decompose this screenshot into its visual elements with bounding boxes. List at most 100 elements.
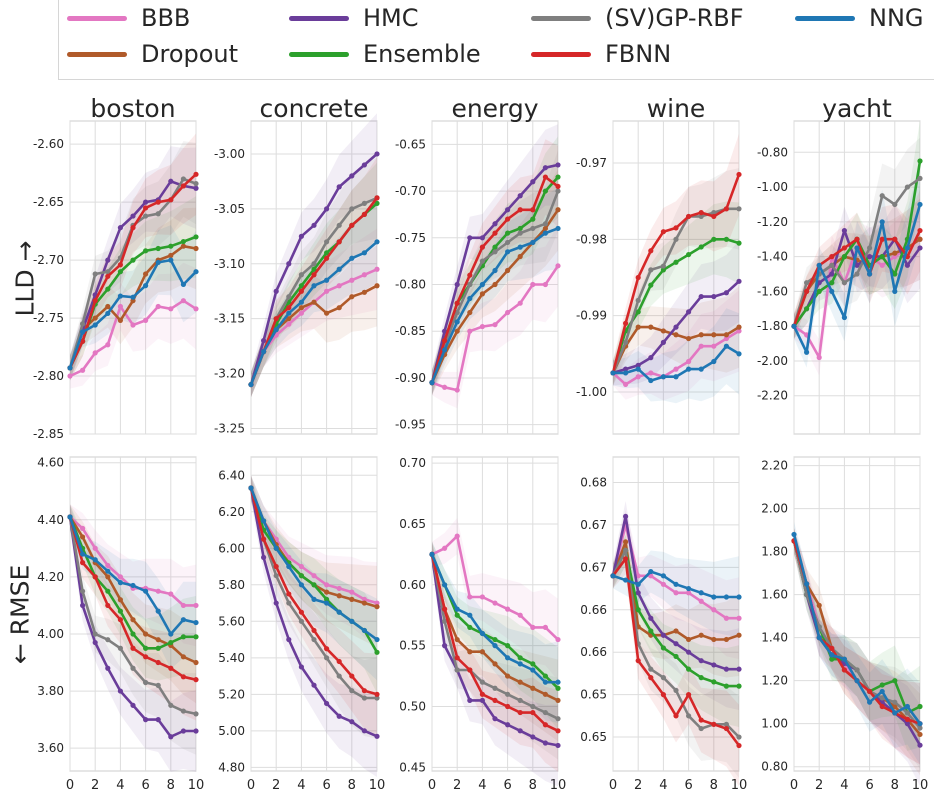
point-nng (349, 255, 355, 261)
point-dropout (117, 317, 123, 323)
point-ensemble (723, 683, 730, 689)
point-hmc (336, 713, 342, 719)
point-svgprbf (736, 206, 742, 212)
point-bbb (505, 606, 511, 612)
point-nng (917, 201, 923, 208)
point-nng (298, 582, 304, 588)
point-svgprbf (336, 673, 342, 679)
y-tick-label: -3.20 (214, 367, 245, 381)
point-svgprbf (635, 297, 641, 304)
point-nng (324, 277, 330, 283)
point-nng (273, 545, 279, 551)
point-nng (155, 259, 161, 266)
point-hmc (361, 728, 367, 734)
point-nng (854, 245, 860, 251)
point-bbb (454, 533, 460, 539)
band-fbnn (432, 139, 558, 396)
band-bbb (251, 475, 377, 644)
band-hmc (70, 146, 196, 381)
band-ensemble (251, 162, 377, 398)
point-ensemble (673, 259, 679, 265)
point-fbnn (336, 239, 342, 245)
point-dropout (555, 207, 561, 213)
point-bbb (542, 624, 549, 630)
point-hmc (660, 339, 667, 345)
point-ensemble (143, 645, 149, 651)
point-fbnn (105, 602, 111, 609)
point-svgprbf (80, 588, 86, 594)
point-svgprbf (829, 262, 835, 268)
band-svgprbf (613, 168, 739, 386)
point-fbnn (648, 675, 654, 681)
point-fbnn (349, 222, 355, 228)
point-hmc (155, 717, 161, 723)
point-nng (311, 283, 317, 289)
point-bbb (723, 615, 730, 621)
point-hmc (193, 728, 199, 734)
point-fbnn (361, 211, 367, 217)
point-svgprbf (542, 221, 549, 227)
point-bbb (517, 300, 523, 306)
point-fbnn (273, 563, 279, 570)
point-dropout (492, 281, 498, 288)
point-fbnn (130, 225, 136, 231)
point-ensemble (298, 573, 304, 579)
point-bbb (660, 581, 667, 587)
plot-area (69, 456, 197, 772)
point-hmc (193, 185, 199, 191)
point-svgprbf (298, 272, 304, 278)
point-ensemble (635, 607, 641, 613)
point-bbb (479, 323, 485, 330)
point-bbb (442, 545, 448, 551)
point-nng (105, 310, 111, 317)
band-fbnn (70, 133, 196, 381)
point-hmc (829, 271, 835, 277)
panel-title-boston: boston (90, 94, 175, 123)
point-dropout (374, 604, 380, 610)
point-bbb (92, 545, 98, 551)
point-dropout (336, 305, 342, 311)
x-tick-label: 0 (609, 778, 617, 793)
point-fbnn (92, 298, 98, 304)
panel-title-yacht: yacht (822, 94, 892, 123)
x-tick-label: 6 (322, 778, 330, 793)
point-fbnn (904, 716, 911, 722)
point-bbb (361, 596, 367, 602)
y-tick-label: -0.97 (576, 156, 607, 170)
point-fbnn (892, 236, 898, 242)
point-svgprbf (904, 184, 911, 190)
y-tick-label: -1.40 (757, 250, 788, 264)
point-svgprbf (917, 725, 923, 731)
band-hmc (70, 504, 196, 772)
y-tick-label: 1.60 (761, 588, 788, 602)
band-ensemble (613, 201, 739, 386)
point-fbnn (517, 709, 523, 716)
point-hmc (623, 366, 629, 372)
point-dropout (542, 225, 549, 232)
point-nng (143, 588, 149, 594)
point-hmc (492, 716, 498, 722)
point-bbb (673, 590, 679, 596)
panel-concrete-lld: -3.25 -3.20 -3.15 -3.10 -3.05 -3.00 concrete (214, 94, 380, 436)
point-hmc (261, 554, 267, 561)
point-fbnn (505, 216, 511, 222)
point-hmc (105, 665, 111, 671)
band-bbb (70, 504, 196, 647)
point-hmc (648, 355, 654, 361)
point-svgprbf (80, 321, 86, 327)
point-hmc (517, 728, 523, 734)
point-fbnn (492, 697, 498, 704)
y-tick-label: -0.80 (395, 278, 426, 292)
y-tick-label: -1.20 (757, 215, 788, 229)
point-ensemble (673, 653, 679, 660)
point-fbnn (193, 677, 199, 683)
point-nng (698, 590, 704, 596)
point-hmc (555, 742, 561, 749)
point-nng (723, 594, 730, 600)
point-svgprbf (479, 679, 485, 685)
point-nng (854, 678, 860, 684)
point-fbnn (117, 262, 123, 268)
band-bbb (432, 517, 558, 681)
point-bbb (374, 266, 380, 272)
